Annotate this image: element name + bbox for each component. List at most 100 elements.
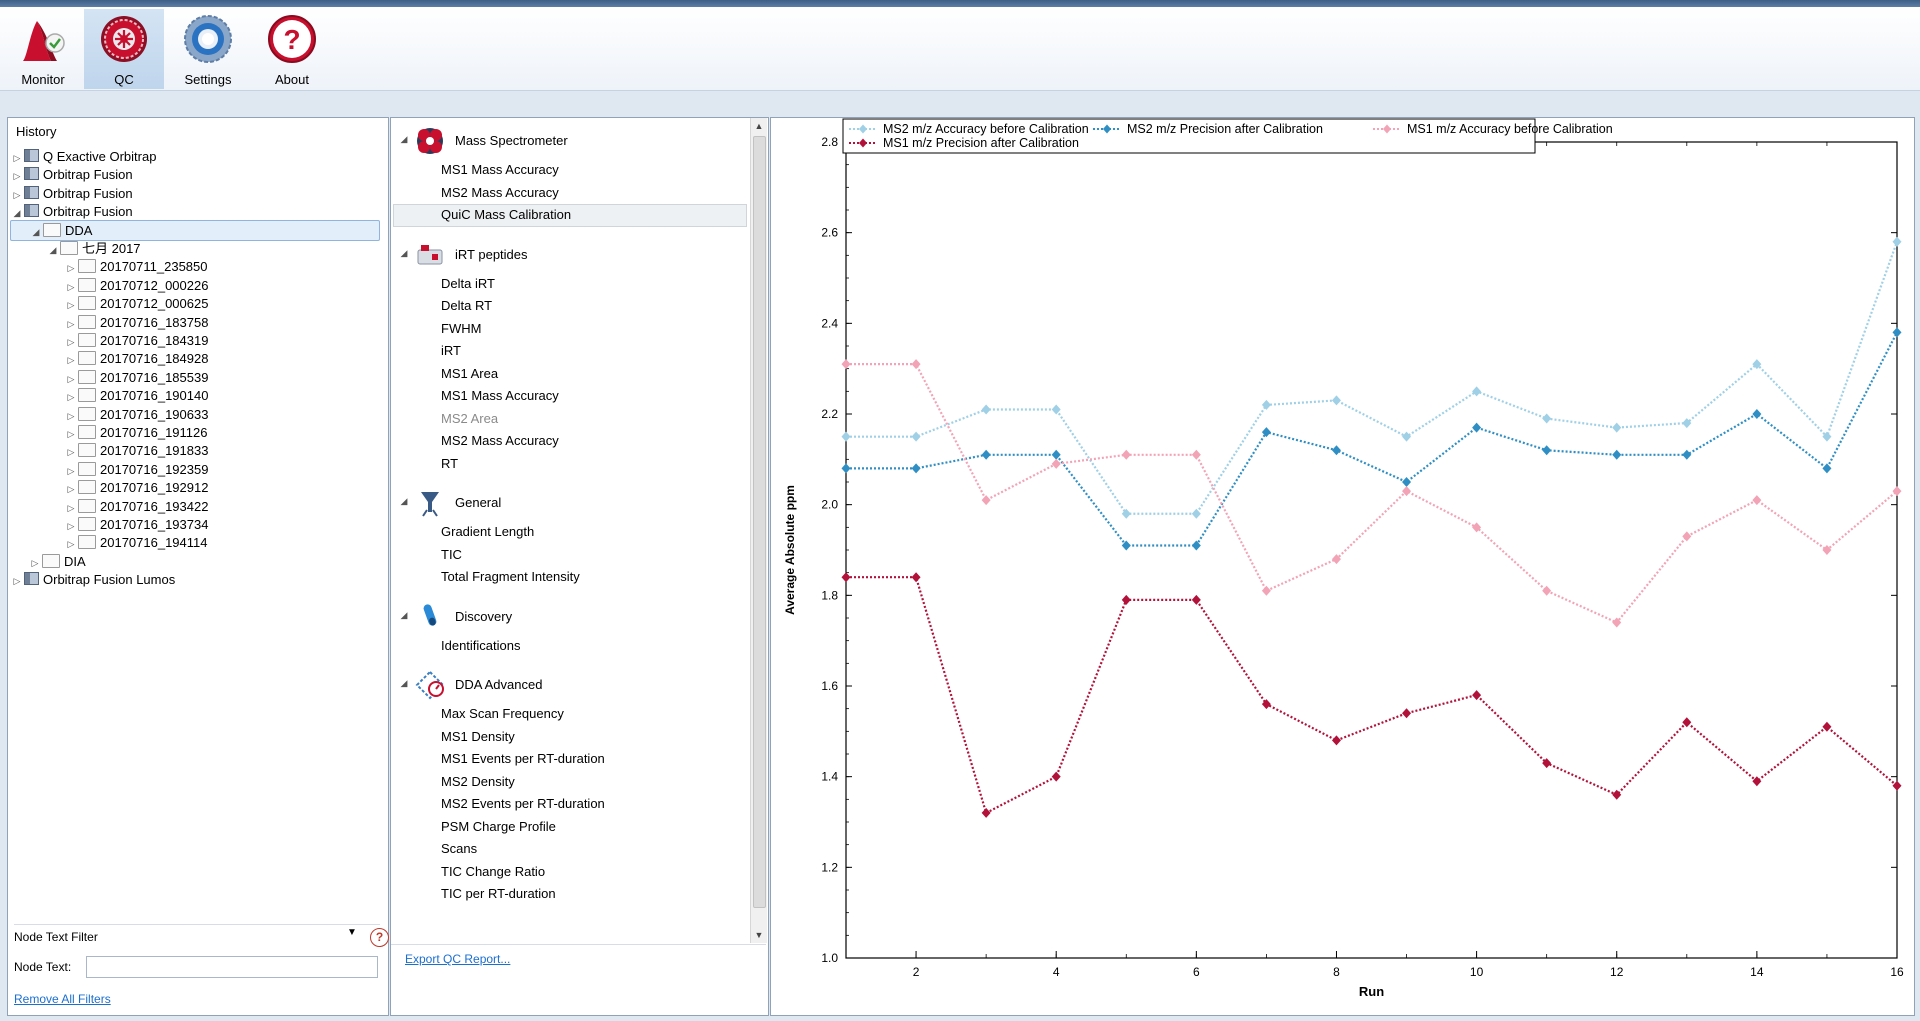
collapsed-arrow-icon[interactable]: ▷ bbox=[67, 355, 75, 366]
history-tree-node[interactable]: ▷ 20170716_184319 bbox=[64, 330, 208, 352]
qc-metric-item[interactable]: Identifications bbox=[441, 637, 521, 653]
collapsed-arrow-icon[interactable]: ▷ bbox=[67, 539, 75, 550]
history-tree-node[interactable]: ▷ Orbitrap Fusion Lumos bbox=[10, 569, 175, 591]
node-text-input[interactable] bbox=[86, 956, 378, 978]
qc-metric-item[interactable]: MS1 Events per RT-duration bbox=[441, 751, 605, 766]
qc-metric-item[interactable]: Max Scan Frequency bbox=[441, 706, 564, 721]
qc-metric-item[interactable]: TIC Change Ratio bbox=[441, 863, 546, 879]
collapsed-arrow-icon[interactable]: ▷ bbox=[67, 392, 75, 403]
qc-metric-item[interactable]: RT bbox=[441, 455, 459, 471]
qc-category-dda-advanced[interactable]: ◢ DDA Advanced bbox=[391, 666, 749, 704]
history-tree-node[interactable]: ◢ DDA bbox=[10, 219, 380, 241]
history-tree-node[interactable]: ◢ 七月 2017 bbox=[46, 238, 141, 260]
monitor-button[interactable]: Monitor bbox=[3, 9, 83, 89]
remove-all-filters-link[interactable]: Remove All Filters bbox=[14, 992, 111, 1006]
qc-metric-item[interactable]: MS2 Mass Accuracy bbox=[441, 184, 559, 200]
qc-metric-item[interactable]: MS1 Area bbox=[441, 365, 499, 381]
collapsed-arrow-icon[interactable]: ▷ bbox=[67, 337, 75, 347]
history-tree-node[interactable]: ▷ 20170716_191833 bbox=[64, 440, 208, 462]
collapsed-arrow-icon[interactable]: ▷ bbox=[67, 447, 75, 458]
history-tree-node[interactable]: ▷ 20170716_193422 bbox=[64, 496, 208, 518]
qc-category-mass-spectrometer[interactable]: ◢ Mass Spectrometer bbox=[391, 122, 749, 160]
expanded-arrow-icon[interactable]: ◢ bbox=[49, 245, 57, 255]
history-tree-node[interactable]: ▷ 20170716_194114 bbox=[64, 532, 208, 554]
instrument-icon bbox=[24, 185, 39, 199]
settings-button[interactable]: Settings bbox=[168, 9, 248, 89]
history-tree-node[interactable]: ▷ 20170716_191126 bbox=[64, 422, 208, 444]
qc-metric-item[interactable]: MS1 Mass Accuracy bbox=[441, 388, 559, 403]
collapsed-arrow-icon[interactable]: ▷ bbox=[13, 153, 21, 163]
node-text-filter-combo[interactable]: Node Text Filter bbox=[14, 927, 360, 947]
expanded-arrow-icon[interactable]: ◢ bbox=[400, 134, 408, 144]
qc-category-general[interactable]: ◢ General bbox=[391, 484, 749, 522]
qc-category-discovery[interactable]: ◢ Discovery bbox=[391, 598, 749, 636]
qc-metric-item[interactable]: TIC per RT-duration bbox=[441, 886, 556, 901]
chevron-down-icon[interactable]: ▼ bbox=[347, 927, 357, 938]
collapsed-arrow-icon[interactable]: ▷ bbox=[67, 318, 75, 329]
history-tree-node-label: 20170716_190633 bbox=[100, 406, 209, 422]
qc-metric-item[interactable]: MS1 Density bbox=[441, 728, 515, 744]
qc-metric-item[interactable]: QuiC Mass Calibration bbox=[441, 207, 572, 222]
collapsed-arrow-icon[interactable]: ▷ bbox=[13, 171, 21, 182]
scrollbar-thumb[interactable] bbox=[753, 136, 766, 908]
qc-metric-item[interactable]: MS2 Events per RT-duration bbox=[441, 796, 605, 811]
qc-metric-item[interactable]: Gradient Length bbox=[441, 524, 535, 539]
collapsed-arrow-icon[interactable]: ▷ bbox=[67, 281, 75, 292]
collapsed-arrow-icon[interactable]: ▷ bbox=[67, 465, 75, 476]
qc-metric-item[interactable]: PSM Charge Profile bbox=[441, 818, 556, 834]
collapsed-arrow-icon[interactable]: ▷ bbox=[67, 502, 75, 513]
collapsed-arrow-icon[interactable]: ▷ bbox=[31, 557, 39, 568]
expanded-arrow-icon[interactable]: ◢ bbox=[400, 678, 408, 688]
collapsed-arrow-icon[interactable]: ▷ bbox=[67, 410, 75, 421]
collapsed-arrow-icon[interactable]: ▷ bbox=[67, 521, 75, 531]
qc-button[interactable]: QC bbox=[84, 9, 164, 89]
collapsed-arrow-icon[interactable]: ▷ bbox=[13, 576, 21, 587]
qc-metric-item[interactable]: Delta RT bbox=[441, 298, 493, 313]
collapsed-arrow-icon[interactable]: ▷ bbox=[67, 373, 75, 384]
history-tree-node[interactable]: ▷ 20170716_183758 bbox=[64, 312, 208, 334]
history-tree-node[interactable]: ▷ 20170716_193734 bbox=[64, 514, 208, 536]
collapsed-arrow-icon[interactable]: ▷ bbox=[67, 484, 75, 495]
expanded-arrow-icon[interactable]: ◢ bbox=[13, 208, 21, 219]
history-tree-node[interactable]: ▷ Q Exactive Orbitrap bbox=[10, 146, 156, 168]
expanded-arrow-icon[interactable]: ◢ bbox=[400, 247, 408, 258]
history-tree-node[interactable]: ▷ 20170716_190140 bbox=[64, 385, 208, 407]
qc-metric-item[interactable]: Scans bbox=[441, 841, 478, 856]
qc-metric-item[interactable]: iRT bbox=[441, 343, 461, 358]
history-tree-node[interactable]: ▷ 20170716_185539 bbox=[64, 367, 208, 389]
history-tree-node[interactable]: ▷ 20170711_235850 bbox=[64, 256, 208, 278]
history-tree-node[interactable]: ▷ 20170716_184928 bbox=[64, 348, 208, 370]
history-tree-node[interactable]: ▷ 20170712_000625 bbox=[64, 293, 208, 315]
qc-metric-item[interactable]: TIC bbox=[441, 546, 462, 562]
qc-metric-item[interactable]: Delta iRT bbox=[441, 275, 495, 291]
qc-list-scrollbar[interactable]: ▲ ▼ bbox=[750, 118, 767, 943]
help-icon[interactable]: ? bbox=[370, 928, 389, 947]
qc-metric-item[interactable]: MS1 Mass Accuracy bbox=[441, 162, 559, 177]
history-tree-node[interactable]: ▷ DIA bbox=[28, 551, 86, 573]
expanded-arrow-icon[interactable]: ◢ bbox=[400, 609, 408, 620]
qc-metric-item[interactable]: Total Fragment Intensity bbox=[441, 569, 580, 584]
data-point bbox=[1191, 508, 1201, 519]
collapsed-arrow-icon[interactable]: ▷ bbox=[13, 189, 21, 200]
expanded-arrow-icon[interactable]: ◢ bbox=[400, 496, 408, 506]
scroll-down-icon[interactable]: ▼ bbox=[754, 930, 764, 940]
history-tree-node[interactable]: ◢ Orbitrap Fusion bbox=[10, 201, 133, 223]
qc-metric-item[interactable]: FWHM bbox=[441, 320, 482, 336]
history-tree-node[interactable]: ▷ 20170716_190633 bbox=[64, 404, 208, 426]
history-tree-node[interactable]: ▷ 20170716_192912 bbox=[64, 477, 208, 499]
qc-metric-item[interactable]: MS2 Mass Accuracy bbox=[441, 433, 559, 448]
history-tree-node[interactable]: ▷ 20170716_192359 bbox=[64, 459, 208, 481]
history-tree-node[interactable]: ▷ Orbitrap Fusion bbox=[10, 164, 133, 186]
collapsed-arrow-icon[interactable]: ▷ bbox=[67, 300, 75, 311]
collapsed-arrow-icon[interactable]: ▷ bbox=[67, 263, 75, 274]
qc-metric-item[interactable]: MS2 Density bbox=[441, 773, 515, 789]
export-qc-report-link[interactable]: Export QC Report... bbox=[405, 952, 511, 966]
qc-metric-item[interactable]: MS2 Area bbox=[441, 410, 499, 426]
history-tree-node[interactable]: ▷ Orbitrap Fusion bbox=[10, 183, 133, 205]
about-button[interactable]: ? About bbox=[252, 9, 332, 89]
expanded-arrow-icon[interactable]: ◢ bbox=[32, 226, 40, 237]
collapsed-arrow-icon[interactable]: ▷ bbox=[67, 429, 75, 439]
scroll-up-icon[interactable]: ▲ bbox=[754, 121, 764, 131]
history-tree-node[interactable]: ▷ 20170712_000226 bbox=[64, 275, 208, 297]
qc-category-irt-peptides[interactable]: ◢ iRT peptides bbox=[391, 236, 749, 274]
